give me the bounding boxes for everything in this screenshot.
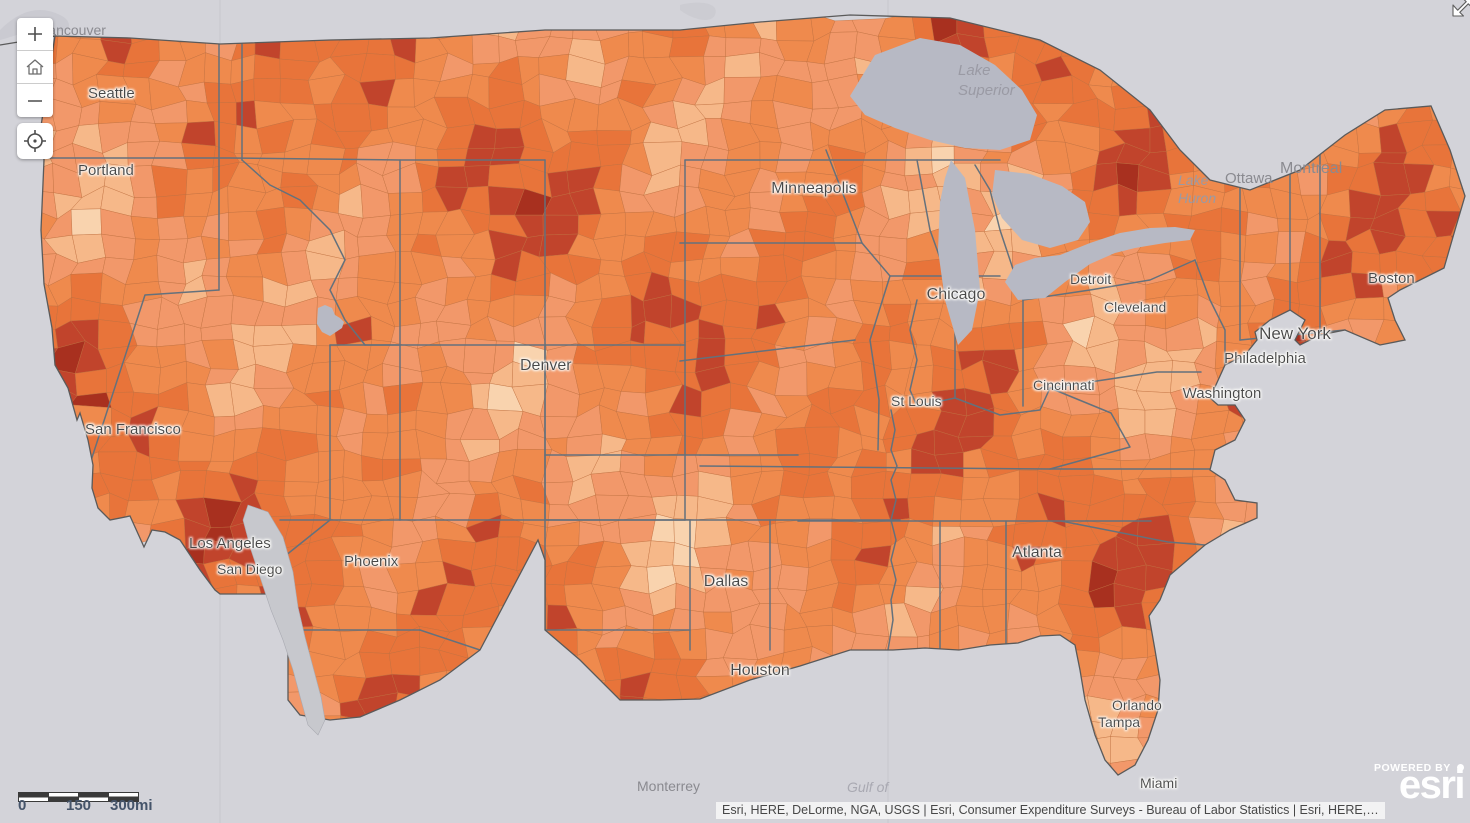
svg-text:Los Angeles: Los Angeles xyxy=(189,535,271,552)
svg-text:Phoenix: Phoenix xyxy=(344,553,399,570)
svg-text:150: 150 xyxy=(66,797,91,812)
svg-text:Atlanta: Atlanta xyxy=(1012,544,1062,561)
svg-text:Miami: Miami xyxy=(1140,775,1177,791)
svg-text:Chicago: Chicago xyxy=(927,286,986,303)
svg-text:Ottawa: Ottawa xyxy=(1225,170,1273,187)
svg-text:Philadelphia: Philadelphia xyxy=(1224,350,1306,367)
svg-text:Portland: Portland xyxy=(78,162,134,179)
svg-text:300mi: 300mi xyxy=(110,797,153,812)
svg-text:Lake: Lake xyxy=(1178,172,1209,188)
svg-text:Seattle: Seattle xyxy=(88,85,135,102)
svg-text:San Francisco: San Francisco xyxy=(85,421,181,438)
svg-text:Cleveland: Cleveland xyxy=(1104,299,1166,315)
svg-text:Tampa: Tampa xyxy=(1098,714,1140,730)
svg-text:St Louis: St Louis xyxy=(891,393,942,409)
svg-text:New York: New York xyxy=(1259,324,1331,343)
svg-text:0: 0 xyxy=(18,797,26,812)
svg-text:Cincinnati: Cincinnati xyxy=(1033,377,1094,393)
svg-text:Gulf of: Gulf of xyxy=(847,779,890,795)
svg-text:Detroit: Detroit xyxy=(1070,271,1111,287)
svg-text:Huron: Huron xyxy=(1178,190,1216,206)
svg-text:Dallas: Dallas xyxy=(704,573,748,590)
svg-text:San Diego: San Diego xyxy=(217,561,283,577)
svg-text:Montreal: Montreal xyxy=(1280,160,1342,177)
svg-text:Denver: Denver xyxy=(520,357,572,374)
svg-text:Minneapolis: Minneapolis xyxy=(771,180,856,197)
svg-text:Lake: Lake xyxy=(958,62,991,79)
svg-text:Boston: Boston xyxy=(1368,270,1415,287)
svg-text:Houston: Houston xyxy=(730,662,790,679)
svg-text:Orlando: Orlando xyxy=(1112,697,1162,713)
svg-text:Superior: Superior xyxy=(958,82,1016,99)
svg-text:Monterrey: Monterrey xyxy=(637,778,700,794)
svg-text:Washington: Washington xyxy=(1183,385,1262,402)
